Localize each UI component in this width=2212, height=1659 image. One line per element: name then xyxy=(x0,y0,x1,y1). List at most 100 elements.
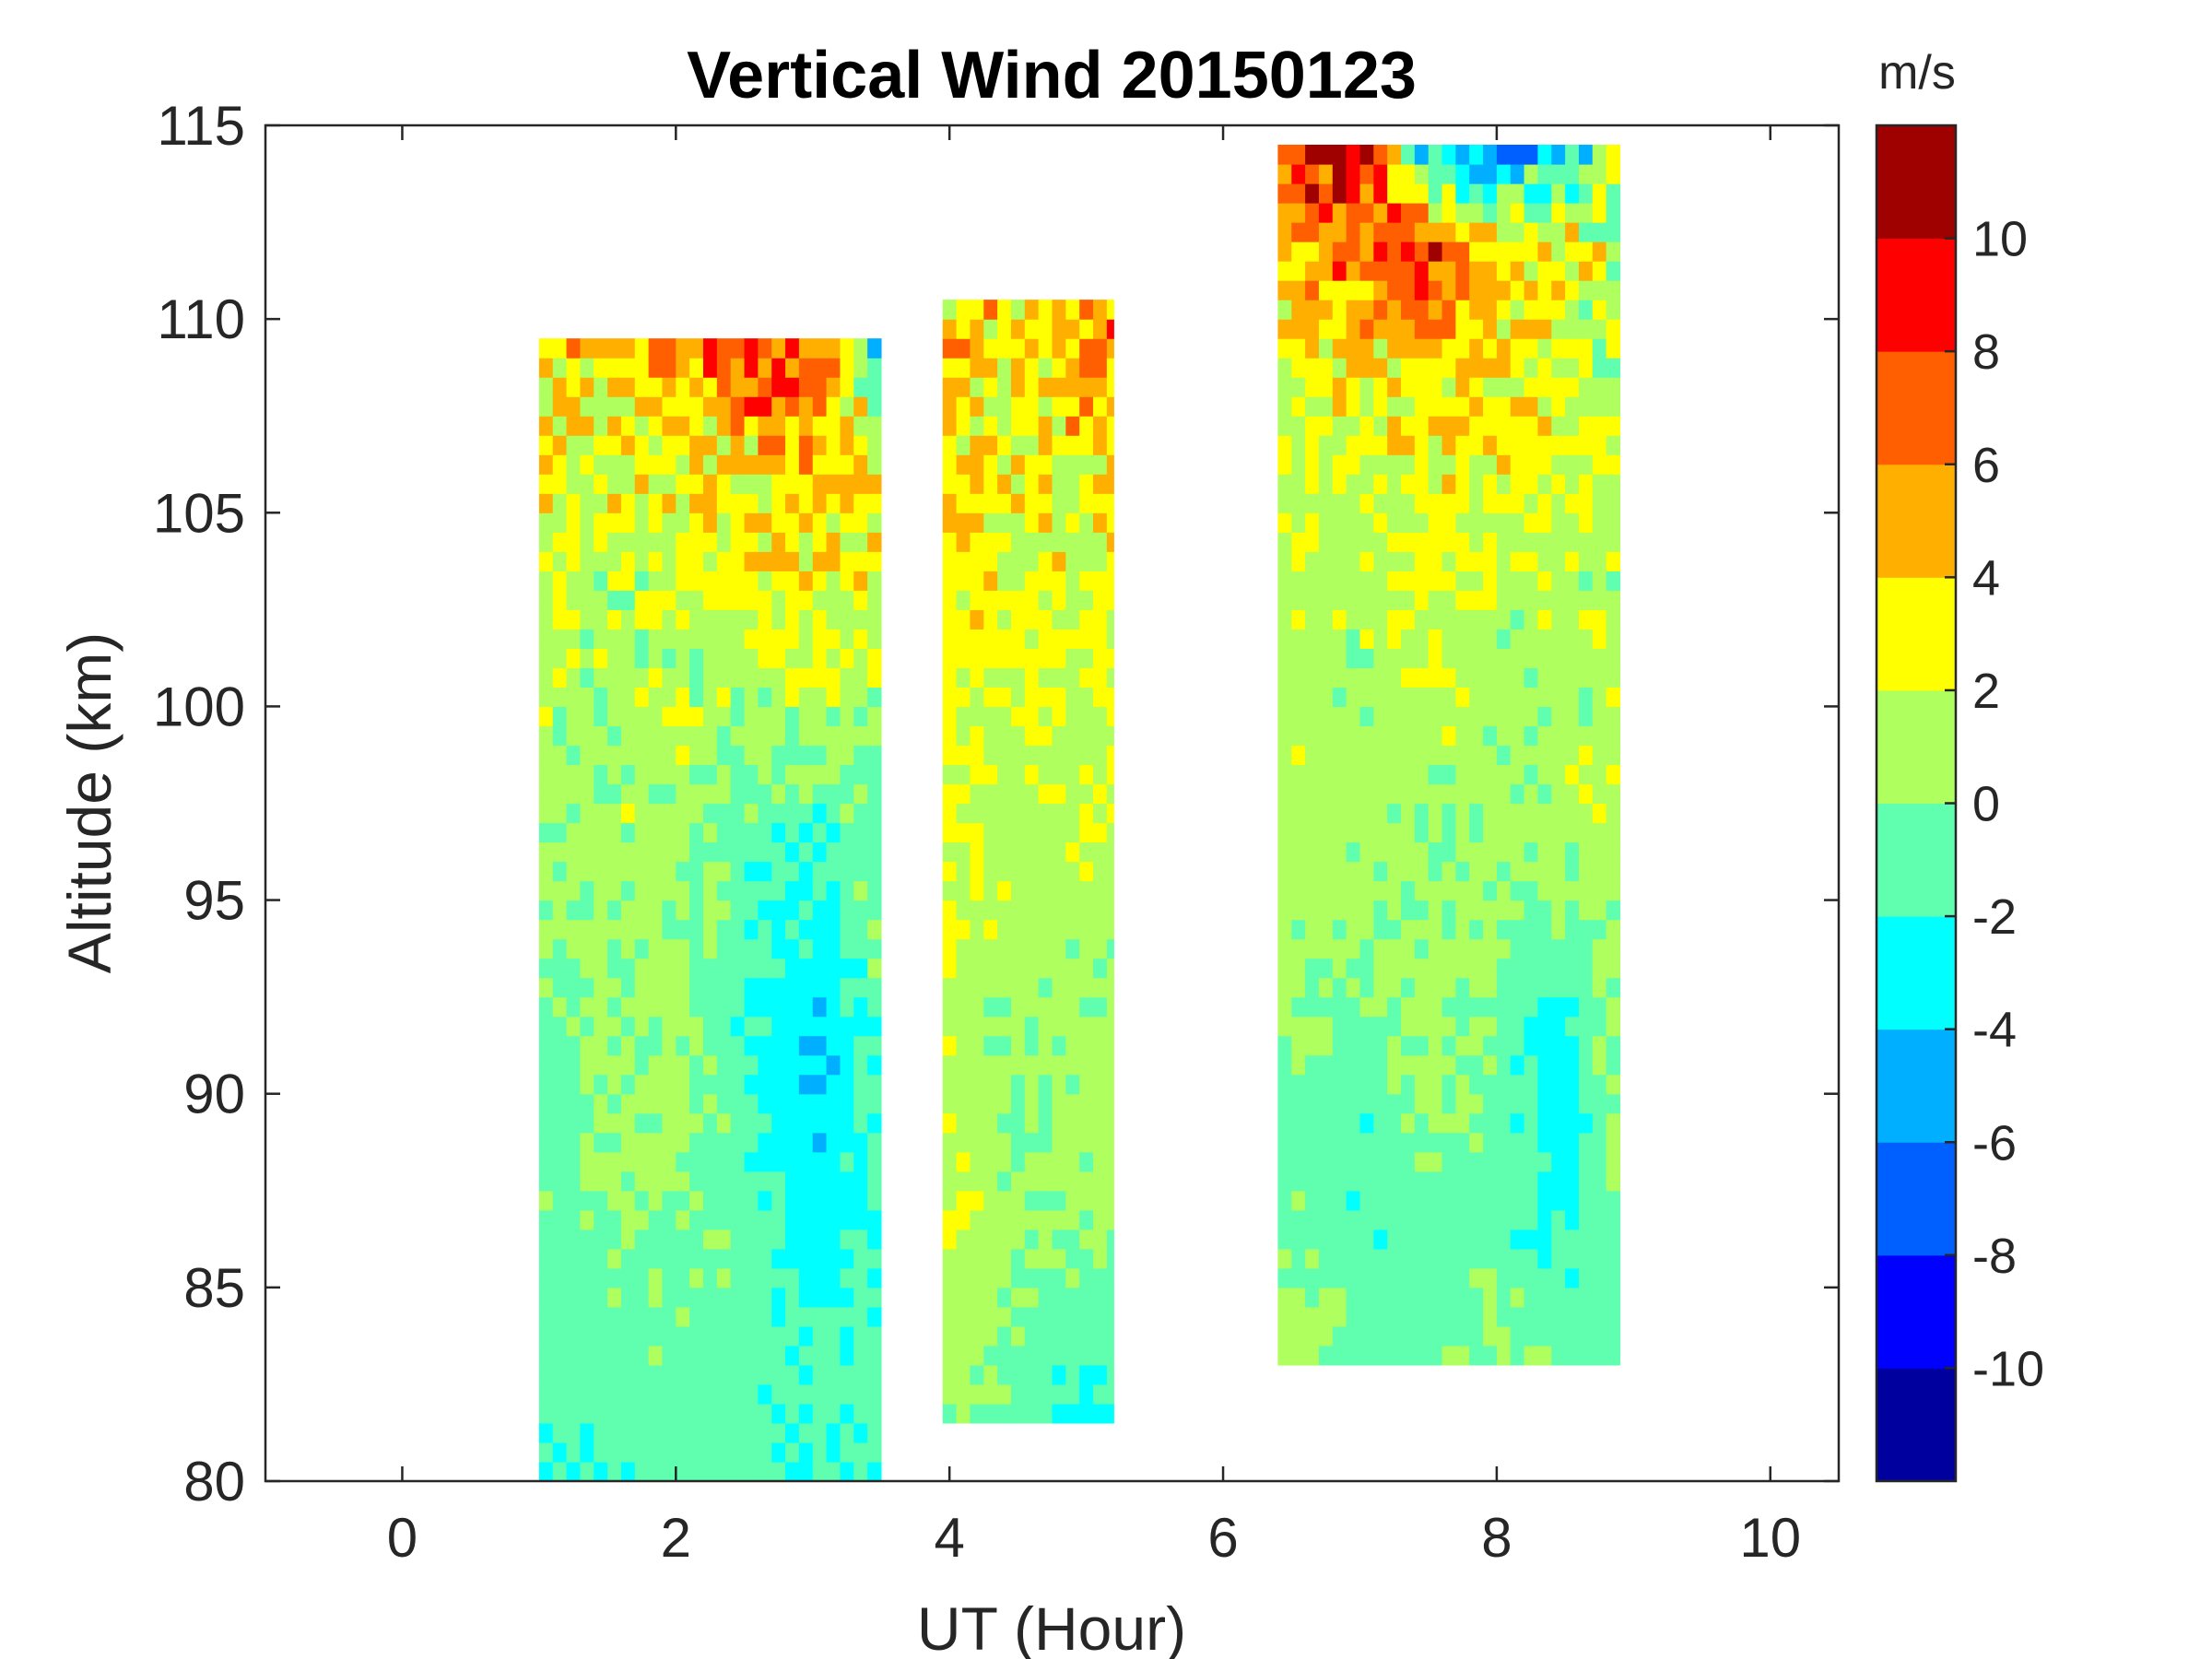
contour-cell xyxy=(1093,977,1108,998)
contour-cell xyxy=(702,1306,718,1327)
contour-cell xyxy=(1093,396,1108,417)
contour-cell xyxy=(1524,1325,1539,1347)
contour-cell xyxy=(1441,300,1456,320)
contour-cell xyxy=(702,1035,718,1056)
contour-cell xyxy=(1483,571,1498,591)
contour-cell xyxy=(1496,725,1512,747)
contour-cell xyxy=(607,1209,622,1230)
contour-cell xyxy=(716,396,732,417)
contour-cell xyxy=(970,1267,984,1288)
contour-cell xyxy=(676,822,690,843)
contour-cell xyxy=(1346,300,1361,320)
contour-cell xyxy=(594,532,608,552)
contour-cell xyxy=(1537,358,1552,378)
contour-cell xyxy=(744,1287,759,1308)
contour-cell xyxy=(1079,1229,1094,1250)
contour-cell xyxy=(1401,1171,1416,1192)
contour-cell xyxy=(744,1074,759,1095)
contour-cell xyxy=(1565,280,1580,300)
contour-cell xyxy=(1318,803,1334,824)
contour-cell xyxy=(785,1422,800,1443)
contour-cell xyxy=(1510,1345,1525,1366)
contour-cell xyxy=(689,435,704,455)
contour-cell xyxy=(1496,609,1512,629)
contour-cell xyxy=(1010,1074,1026,1095)
contour-cell xyxy=(1510,609,1525,629)
contour-cell xyxy=(785,861,800,882)
contour-cell xyxy=(1305,551,1320,571)
contour-cell xyxy=(1606,880,1621,901)
contour-cell xyxy=(1359,358,1374,378)
contour-cell xyxy=(689,1325,704,1347)
contour-cell xyxy=(853,358,868,378)
contour-cell xyxy=(607,1112,622,1134)
contour-cell xyxy=(853,474,868,494)
contour-cell xyxy=(566,958,581,979)
contour-cell xyxy=(607,667,622,688)
colorbar-swatch xyxy=(1877,1029,1956,1143)
contour-cell xyxy=(1428,454,1443,475)
contour-cell xyxy=(1065,493,1080,513)
contour-cell xyxy=(1414,648,1430,668)
contour-cell xyxy=(942,551,958,571)
contour-cell xyxy=(1106,338,1114,359)
contour-cell xyxy=(1093,629,1108,649)
contour-cell xyxy=(1428,493,1443,513)
contour-cell xyxy=(970,667,984,688)
contour-cell xyxy=(983,938,998,959)
contour-cell xyxy=(997,841,1012,863)
contour-cell xyxy=(1578,803,1594,824)
contour-cell xyxy=(702,1441,718,1463)
contour-cell xyxy=(1359,145,1374,165)
contour-cell xyxy=(744,919,759,940)
contour-cell xyxy=(970,861,984,882)
contour-cell xyxy=(1592,1132,1607,1153)
contour-cell xyxy=(758,1171,772,1192)
contour-cell xyxy=(1346,1016,1361,1037)
contour-cell xyxy=(1428,203,1443,223)
contour-cell xyxy=(648,1132,664,1153)
contour-cell xyxy=(1414,938,1430,959)
contour-cell xyxy=(634,1229,650,1250)
contour-cell xyxy=(1010,590,1026,610)
contour-cell xyxy=(1414,861,1430,882)
contour-cell xyxy=(1052,1074,1066,1095)
contour-cell xyxy=(702,938,718,959)
contour-cell xyxy=(826,938,841,959)
x-axis-label: UT (Hour) xyxy=(917,1594,1186,1659)
contour-cell xyxy=(1373,1035,1388,1056)
contour-cell xyxy=(853,938,868,959)
contour-cell xyxy=(662,977,677,998)
contour-cell xyxy=(1346,629,1361,649)
contour-cell xyxy=(1359,1229,1374,1250)
contour-cell xyxy=(1428,377,1443,397)
contour-cell xyxy=(634,822,650,843)
contour-cell xyxy=(1551,1093,1566,1114)
contour-cell xyxy=(1524,261,1539,281)
contour-cell xyxy=(1038,338,1053,359)
contour-cell xyxy=(648,1422,664,1443)
contour-cell xyxy=(798,454,814,475)
contour-cell xyxy=(1038,1035,1053,1056)
contour-cell xyxy=(812,1287,828,1308)
contour-cell xyxy=(1414,1209,1430,1230)
contour-cell xyxy=(716,571,732,591)
contour-cell xyxy=(1038,880,1053,901)
contour-cell xyxy=(1524,648,1539,668)
colorbar-swatch xyxy=(1877,1368,1956,1482)
contour-cell xyxy=(744,590,759,610)
contour-cell xyxy=(744,571,759,591)
contour-cell xyxy=(1483,241,1498,262)
contour-cell xyxy=(826,725,841,747)
contour-cell xyxy=(1414,783,1430,805)
contour-cell xyxy=(1052,687,1066,708)
contour-cell xyxy=(730,1461,746,1481)
contour-cell xyxy=(552,1248,568,1269)
contour-cell xyxy=(1483,512,1498,533)
contour-cell xyxy=(1038,358,1053,378)
contour-cell xyxy=(1565,512,1580,533)
contour-cell xyxy=(1305,300,1320,320)
contour-cell xyxy=(648,1035,664,1056)
contour-cell xyxy=(970,803,984,824)
contour-cell xyxy=(812,1461,828,1481)
